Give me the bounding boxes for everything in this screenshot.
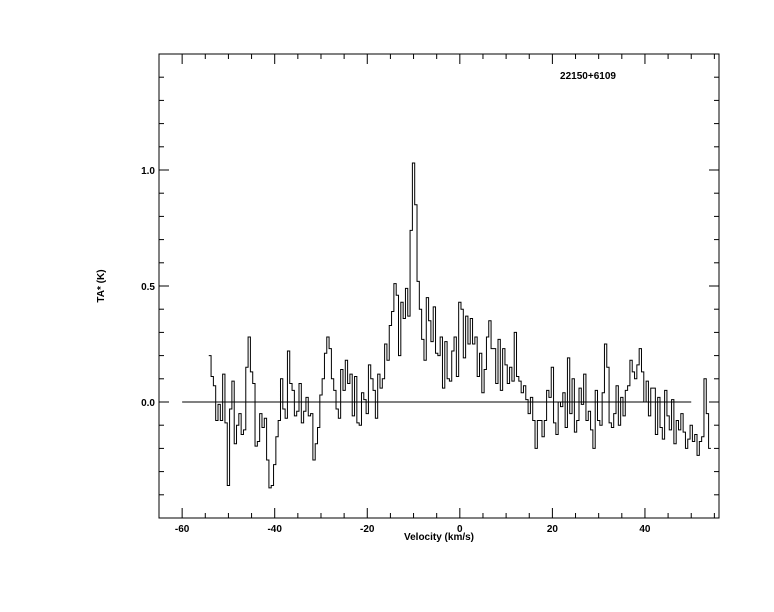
- spectrum-line: [208, 162, 711, 489]
- plot-frame: [158, 53, 720, 519]
- x-axis-title: Velocity (km/s): [404, 532, 474, 543]
- axis-tick-labels: -60 -40 -20 0 20 40 0.0 0.5 1.0: [141, 166, 651, 535]
- y-tick-label: 1.0: [141, 166, 155, 177]
- x-tick-label: 0: [457, 524, 463, 535]
- x-tick-label: -40: [267, 524, 282, 535]
- axis-ticks: [158, 54, 719, 518]
- y-tick-label: 0.0: [141, 398, 155, 409]
- y-axis-title: TA* (K): [96, 269, 107, 302]
- x-tick-label: 40: [639, 524, 651, 535]
- x-tick-label: -20: [360, 524, 375, 535]
- x-tick-label: -60: [175, 524, 190, 535]
- y-tick-label: 0.5: [141, 282, 155, 293]
- x-tick-label: 20: [547, 524, 559, 535]
- plot-title: 22150+6109: [560, 71, 616, 82]
